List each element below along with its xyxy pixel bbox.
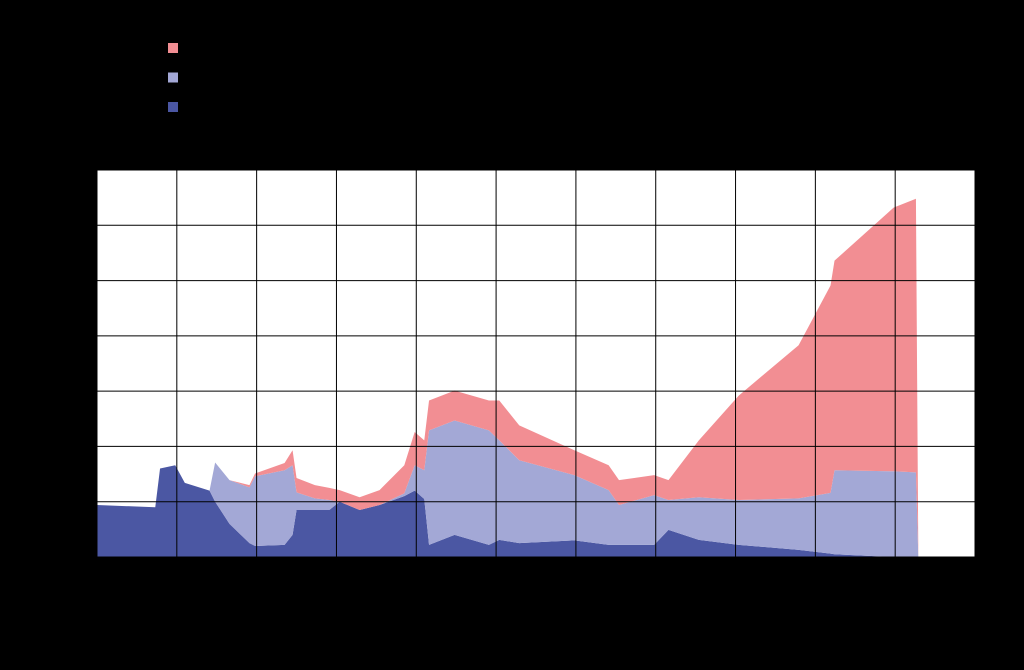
legend-swatch bbox=[168, 72, 178, 83]
legend-swatch bbox=[168, 43, 178, 53]
area bbox=[97, 420, 919, 557]
area bbox=[97, 198, 919, 557]
legend-swatch bbox=[168, 102, 178, 112]
area bbox=[97, 465, 919, 557]
